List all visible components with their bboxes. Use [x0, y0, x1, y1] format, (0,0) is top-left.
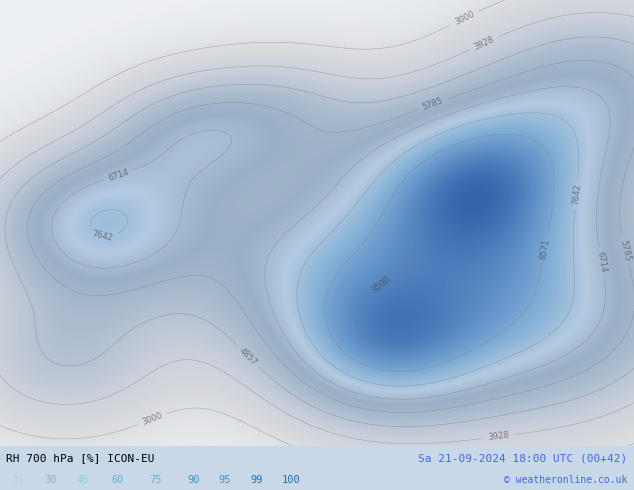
Text: 99: 99 [250, 475, 263, 485]
Text: 45: 45 [76, 475, 89, 485]
Text: 3928: 3928 [473, 35, 496, 52]
Text: Sa 21-09-2024 18:00 UTC (00+42): Sa 21-09-2024 18:00 UTC (00+42) [418, 453, 628, 463]
Text: RH 700 hPa [%] ICON-EU: RH 700 hPa [%] ICON-EU [6, 453, 155, 463]
Text: 7642: 7642 [571, 183, 582, 205]
Text: 6714: 6714 [107, 167, 130, 182]
Text: 5785: 5785 [421, 97, 444, 112]
Text: 9500: 9500 [371, 274, 392, 294]
Text: 95: 95 [219, 475, 231, 485]
Text: 3000: 3000 [141, 411, 164, 427]
Text: 7642: 7642 [91, 229, 113, 243]
Text: 6714: 6714 [595, 251, 607, 274]
Text: 5785: 5785 [618, 239, 632, 262]
Text: 15: 15 [13, 475, 25, 485]
Text: 75: 75 [149, 475, 162, 485]
Text: 100: 100 [282, 475, 301, 485]
Text: © weatheronline.co.uk: © weatheronline.co.uk [504, 475, 628, 485]
Text: 30: 30 [44, 475, 57, 485]
Text: 3928: 3928 [487, 431, 509, 442]
Text: 8571: 8571 [538, 238, 552, 260]
Text: 90: 90 [187, 475, 200, 485]
Text: 3000: 3000 [453, 10, 476, 27]
Text: 4857: 4857 [237, 345, 259, 367]
Text: 60: 60 [111, 475, 124, 485]
